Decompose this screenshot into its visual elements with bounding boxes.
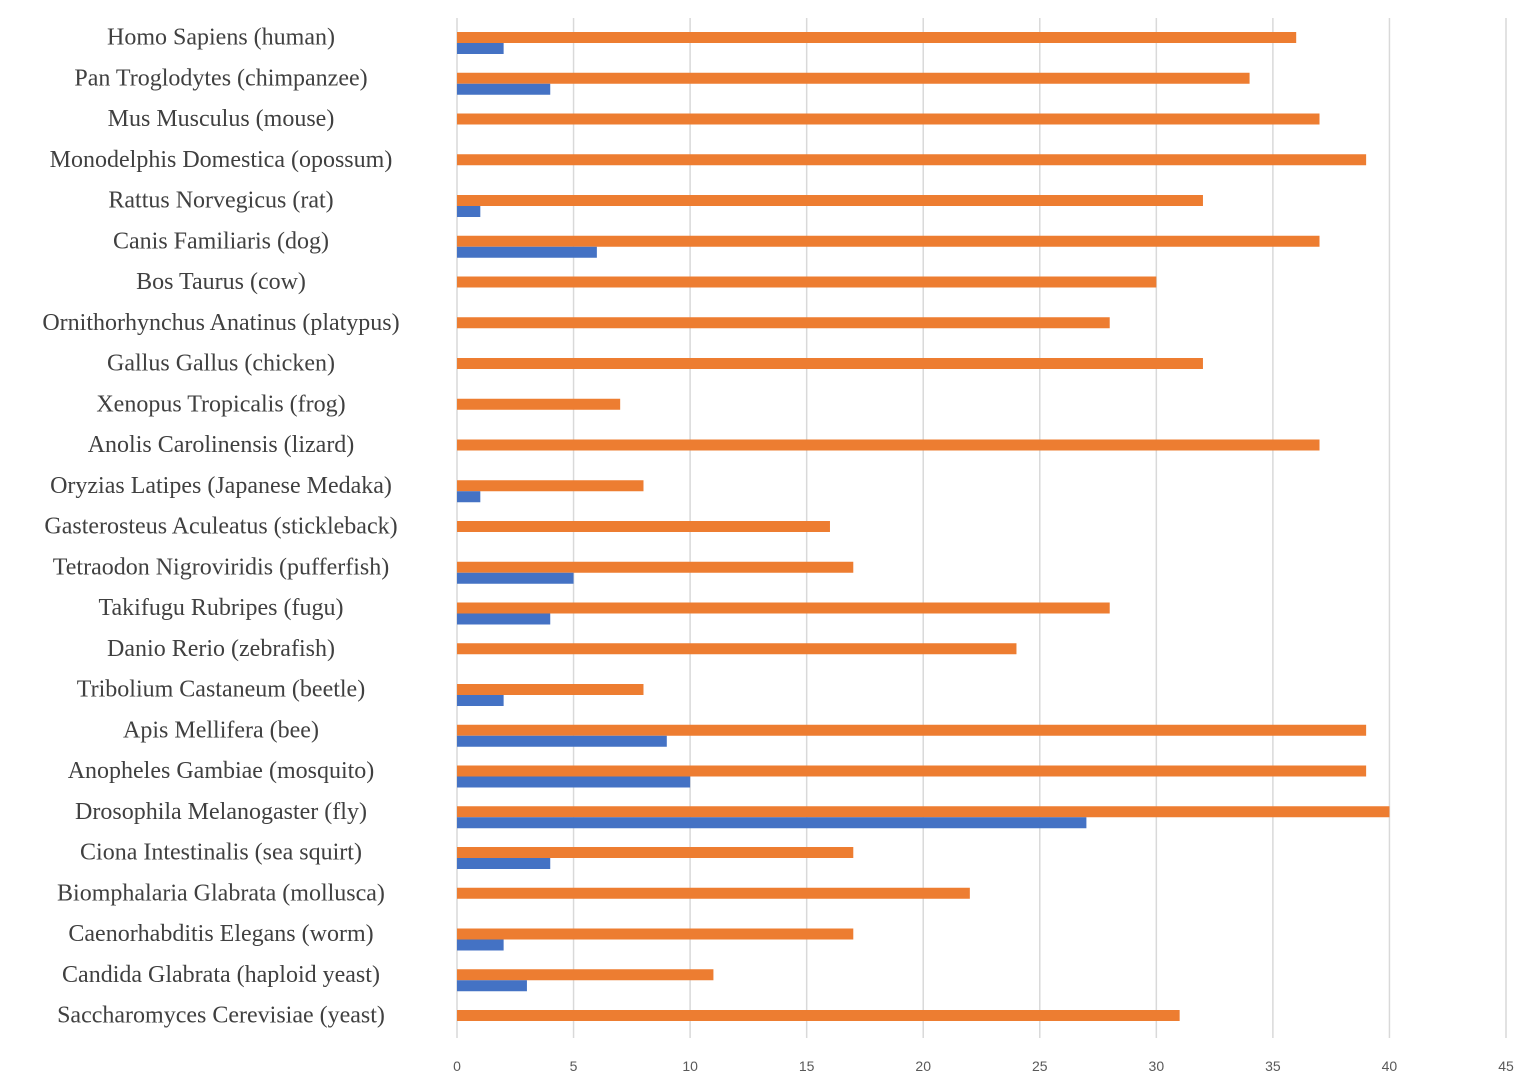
- x-tick-label-0: 0: [453, 1058, 461, 1074]
- bar-orange-15: [457, 643, 1017, 655]
- bar-blue-20: [457, 858, 551, 869]
- bar-orange-13: [457, 561, 854, 573]
- bar-orange-2: [457, 113, 1320, 125]
- category-label-12: Gasterosteus Aculeatus (stickleback): [44, 514, 397, 540]
- category-label-17: Apis Mellifera (bee): [123, 717, 319, 743]
- category-label-20: Ciona Intestinalis (sea squirt): [80, 840, 362, 866]
- x-tick-label-25: 25: [1032, 1058, 1048, 1074]
- bar-orange-1: [457, 72, 1250, 84]
- category-label-0: Homo Sapiens (human): [107, 25, 335, 51]
- bar-orange-18: [457, 765, 1367, 777]
- bar-orange-0: [457, 32, 1297, 43]
- x-tick-label-40: 40: [1382, 1058, 1398, 1074]
- bar-blue-1: [457, 83, 551, 95]
- bar-blue-19: [457, 817, 1087, 829]
- gridlines: [456, 18, 1507, 1038]
- x-tick-label-5: 5: [570, 1058, 578, 1074]
- bar-blue-16: [457, 695, 504, 706]
- bar-blue-23: [457, 980, 527, 992]
- category-label-16: Tribolium Castaneum (beetle): [77, 677, 365, 703]
- bar-blue-5: [457, 246, 597, 258]
- x-tick-label-30: 30: [1149, 1058, 1165, 1074]
- value-axis-labels: 0 5 10 15 20 25 30 35 40 45: [453, 1058, 1514, 1074]
- bar-orange-7: [457, 317, 1110, 329]
- bar-orange-12: [457, 521, 830, 532]
- bar-orange-3: [457, 154, 1367, 166]
- category-axis-labels: Homo Sapiens (human) Pan Troglodytes (chi…: [42, 25, 399, 1029]
- bar-blue-13: [457, 572, 574, 584]
- x-tick-label-20: 20: [915, 1058, 931, 1074]
- bar-orange-8: [457, 358, 1203, 369]
- bar-orange-9: [457, 398, 621, 410]
- x-tick-label-45: 45: [1498, 1058, 1514, 1074]
- category-label-9: Xenopus Tropicalis (frog): [96, 391, 345, 417]
- category-label-21: Biomphalaria Glabrata (mollusca): [57, 880, 385, 906]
- bar-orange-23: [457, 969, 714, 981]
- x-tick-label-35: 35: [1265, 1058, 1281, 1074]
- x-tick-label-15: 15: [799, 1058, 815, 1074]
- bar-orange-11: [457, 480, 644, 492]
- category-label-13: Tetraodon Nigroviridis (pufferfish): [53, 554, 389, 580]
- bar-blue-18: [457, 776, 691, 788]
- category-label-6: Bos Taurus (cow): [136, 269, 306, 295]
- bar-orange-10: [457, 439, 1320, 451]
- category-label-14: Takifugu Rubripes (fugu): [99, 595, 344, 621]
- bar-orange-22: [457, 928, 854, 940]
- bar-orange-5: [457, 235, 1320, 247]
- bar-blue-11: [457, 491, 481, 503]
- category-label-15: Danio Rerio (zebrafish): [107, 636, 335, 662]
- category-label-23: Candida Glabrata (haploid yeast): [62, 962, 380, 988]
- bar-blue-22: [457, 939, 504, 951]
- category-label-10: Anolis Carolinensis (lizard): [88, 432, 355, 458]
- category-label-5: Canis Familiaris (dog): [113, 228, 329, 254]
- bar-blue-0: [457, 43, 504, 54]
- category-label-24: Saccharomyces Cerevisiae (yeast): [57, 1003, 385, 1029]
- category-label-19: Drosophila Melanogaster (fly): [75, 799, 367, 825]
- category-label-8: Gallus Gallus (chicken): [107, 351, 335, 377]
- bar-orange-16: [457, 684, 644, 695]
- category-label-18: Anopheles Gambiae (mosquito): [68, 758, 375, 784]
- bar-orange-4: [457, 195, 1203, 206]
- bar-orange-21: [457, 887, 970, 899]
- category-label-4: Rattus Norvegicus (rat): [108, 188, 333, 214]
- bar-orange-14: [457, 602, 1110, 614]
- bar-blue-14: [457, 613, 551, 625]
- category-label-3: Monodelphis Domestica (opossum): [50, 147, 393, 173]
- bar-orange-6: [457, 276, 1157, 288]
- bar-blue-17: [457, 735, 667, 747]
- bar-orange-17: [457, 724, 1367, 736]
- bars: [457, 32, 1390, 1021]
- category-label-11: Oryzias Latipes (Japanese Medaka): [50, 473, 392, 499]
- bar-orange-24: [457, 1010, 1180, 1021]
- x-tick-label-10: 10: [682, 1058, 698, 1074]
- bar-orange-20: [457, 847, 854, 858]
- category-label-22: Caenorhabditis Elegans (worm): [68, 921, 373, 947]
- bar-blue-4: [457, 206, 481, 217]
- category-label-2: Mus Musculus (mouse): [108, 106, 335, 132]
- category-label-7: Ornithorhynchus Anatinus (platypus): [42, 310, 399, 336]
- bar-orange-19: [457, 806, 1390, 818]
- category-label-1: Pan Troglodytes (chimpanzee): [74, 65, 367, 91]
